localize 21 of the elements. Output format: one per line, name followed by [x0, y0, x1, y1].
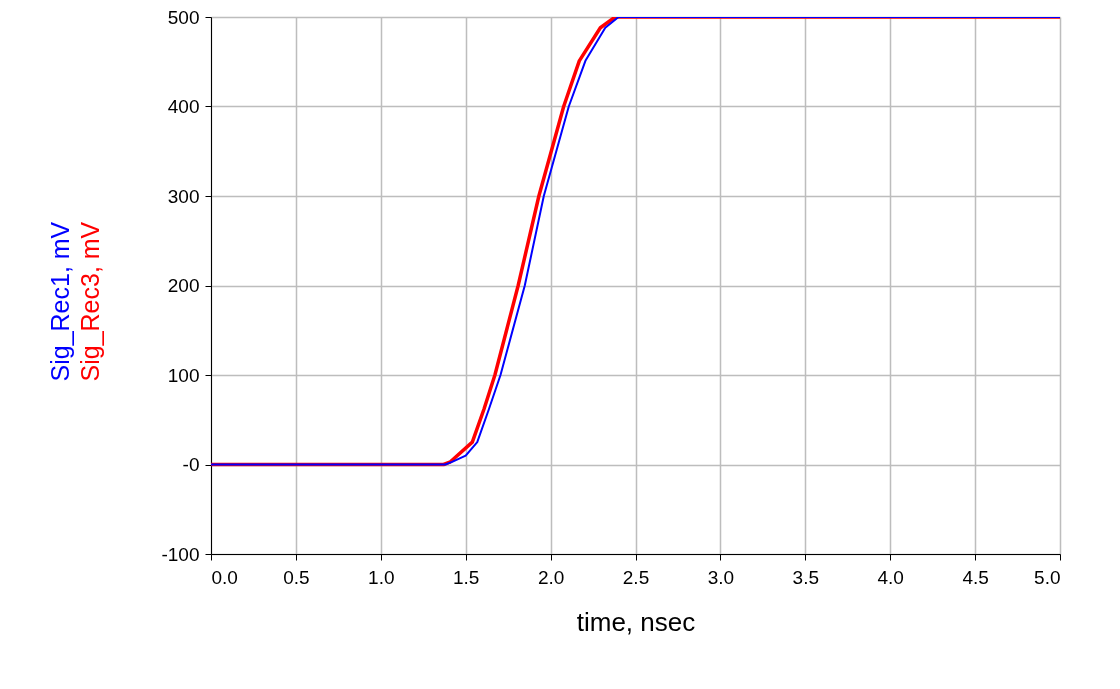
y-tick-label: -0	[182, 454, 200, 475]
y-tick-label: 100	[167, 364, 200, 386]
y-tick-label: 400	[167, 96, 200, 117]
x-axis-title: time, nsec	[576, 606, 696, 637]
x-tick-label: 4.5	[962, 566, 989, 588]
x-tick-label: 1.0	[368, 566, 395, 588]
y-tick-label: 200	[167, 275, 200, 296]
x-tick-label: 2.5	[622, 566, 650, 588]
x-tick-label: 4.0	[877, 566, 904, 588]
x-tick-label: 3.0	[707, 566, 735, 588]
x-tick-label: 0.5	[283, 566, 310, 588]
x-tick-label: 3.5	[792, 566, 820, 588]
x-tick-label: 2.0	[537, 566, 565, 588]
x-tick-label: 1.5	[452, 566, 480, 588]
y-tick-label: -100	[161, 543, 200, 565]
x-tick-label: 0.0	[211, 566, 238, 588]
y-tick-label: 300	[167, 185, 200, 207]
x-tick-label: 5.0	[1034, 566, 1061, 588]
text: Sig_Rec3, mV	[76, 221, 104, 382]
text: Sig_Rec1, mV	[46, 221, 74, 382]
y-tick-label: 500	[167, 6, 200, 28]
